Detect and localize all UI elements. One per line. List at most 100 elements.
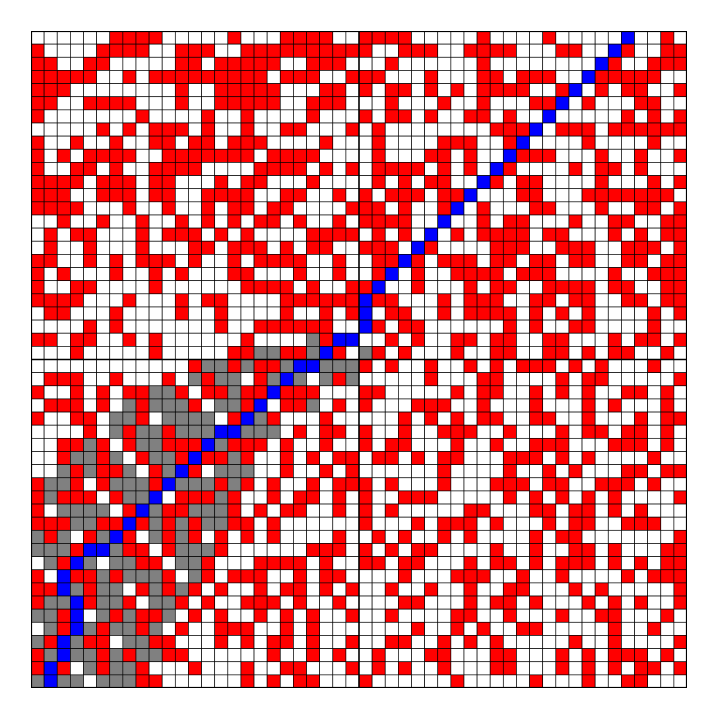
grid-cell-empty: [358, 569, 373, 584]
grid-cell-empty: [437, 319, 452, 334]
grid-cell-obstacle: [240, 437, 255, 452]
grid-cell-explored: [56, 529, 71, 544]
grid-cell-empty: [332, 556, 347, 571]
grid-cell-empty: [332, 306, 347, 321]
grid-cell-obstacle: [279, 319, 294, 334]
grid-cell-obstacle: [398, 201, 412, 216]
grid-cell-empty: [411, 529, 425, 544]
grid-cell-empty: [634, 451, 648, 465]
grid-cell-obstacle: [673, 254, 687, 268]
grid-cell-obstacle: [660, 346, 675, 360]
grid-cell-obstacle: [384, 503, 399, 518]
grid-cell-empty: [135, 122, 150, 137]
grid-cell-obstacle: [174, 385, 189, 400]
grid-cell-obstacle: [70, 346, 84, 360]
grid-cell-empty: [384, 148, 399, 163]
grid-cell-obstacle: [489, 240, 504, 255]
grid-cell-empty: [581, 582, 596, 597]
grid-cell-obstacle: [293, 556, 307, 571]
grid-cell-obstacle: [227, 254, 242, 268]
grid-cell-empty: [568, 490, 583, 505]
grid-cell-empty: [516, 516, 530, 531]
grid-cell-obstacle: [568, 635, 583, 649]
grid-cell-obstacle: [214, 56, 229, 71]
grid-cell-empty: [555, 319, 570, 334]
grid-cell-empty: [43, 411, 58, 426]
grid-cell-empty: [240, 162, 255, 176]
grid-cell-obstacle: [201, 293, 216, 308]
grid-cell-empty: [319, 635, 334, 649]
grid-cell-empty: [201, 529, 216, 544]
grid-cell-explored: [266, 424, 281, 439]
grid-cell-obstacle: [450, 254, 465, 268]
grid-cell-path: [358, 306, 373, 321]
grid-cell-empty: [542, 556, 557, 571]
grid-cell-empty: [96, 267, 111, 282]
grid-cell-empty: [555, 582, 570, 597]
grid-cell-empty: [581, 83, 596, 98]
grid-cell-empty: [594, 411, 609, 426]
grid-cell-path: [358, 319, 373, 334]
grid-cell-empty: [476, 595, 491, 610]
grid-cell-empty: [476, 148, 491, 163]
grid-cell-obstacle: [148, 556, 163, 571]
grid-cell-empty: [398, 267, 412, 282]
grid-cell-empty: [516, 31, 530, 45]
grid-cell-obstacle: [647, 569, 662, 584]
grid-cell-obstacle: [424, 70, 439, 84]
grid-cell-empty: [581, 148, 596, 163]
grid-cell-empty: [398, 56, 412, 71]
grid-cell-empty: [306, 411, 320, 426]
grid-cell-empty: [411, 83, 425, 98]
grid-cell-empty: [332, 240, 347, 255]
grid-cell-empty: [607, 569, 622, 584]
grid-cell-empty: [581, 162, 596, 176]
grid-cell-obstacle: [135, 608, 150, 623]
grid-cell-empty: [306, 556, 320, 571]
grid-cell-obstacle: [411, 595, 425, 610]
grid-cell-obstacle: [293, 267, 307, 282]
grid-cell-obstacle: [450, 437, 465, 452]
grid-cell-empty: [621, 543, 635, 557]
grid-cell-obstacle: [279, 188, 294, 203]
grid-cell-empty: [476, 254, 491, 268]
grid-cell-empty: [673, 516, 687, 531]
grid-cell-explored: [122, 608, 137, 623]
grid-cell-empty: [214, 31, 229, 45]
grid-cell-empty: [43, 359, 58, 373]
grid-cell-obstacle: [293, 293, 307, 308]
grid-cell-obstacle: [502, 490, 517, 505]
grid-cell-obstacle: [279, 385, 294, 400]
grid-cell-empty: [253, 648, 268, 663]
grid-cell-empty: [647, 280, 662, 295]
grid-cell-empty: [306, 267, 320, 282]
grid-cell-obstacle: [319, 31, 334, 45]
grid-cell-obstacle: [319, 293, 334, 308]
grid-cell-empty: [411, 31, 425, 45]
grid-cell-obstacle: [319, 43, 334, 58]
grid-cell-obstacle: [529, 188, 544, 203]
grid-cell-path: [306, 359, 320, 373]
grid-cell-explored: [122, 635, 137, 649]
grid-cell-explored: [122, 621, 137, 636]
grid-cell-obstacle: [437, 148, 452, 163]
grid-cell-empty: [96, 490, 111, 505]
grid-cell-obstacle: [345, 464, 360, 479]
grid-cell-empty: [621, 56, 635, 71]
grid-cell-empty: [437, 56, 452, 71]
grid-cell-empty: [634, 582, 648, 597]
grid-cell-obstacle: [148, 175, 163, 190]
grid-cell-empty: [568, 267, 583, 282]
grid-cell-empty: [384, 556, 399, 571]
grid-cell-empty: [516, 372, 530, 387]
grid-cell-empty: [489, 621, 504, 636]
grid-cell-empty: [319, 477, 334, 492]
grid-cell-empty: [253, 464, 268, 479]
grid-cell-empty: [122, 162, 137, 176]
grid-cell-obstacle: [660, 556, 675, 571]
grid-cell-empty: [306, 424, 320, 439]
grid-cell-obstacle: [489, 332, 504, 347]
grid-cell-empty: [83, 306, 97, 321]
grid-cell-empty: [411, 464, 425, 479]
grid-cell-obstacle: [96, 122, 111, 137]
